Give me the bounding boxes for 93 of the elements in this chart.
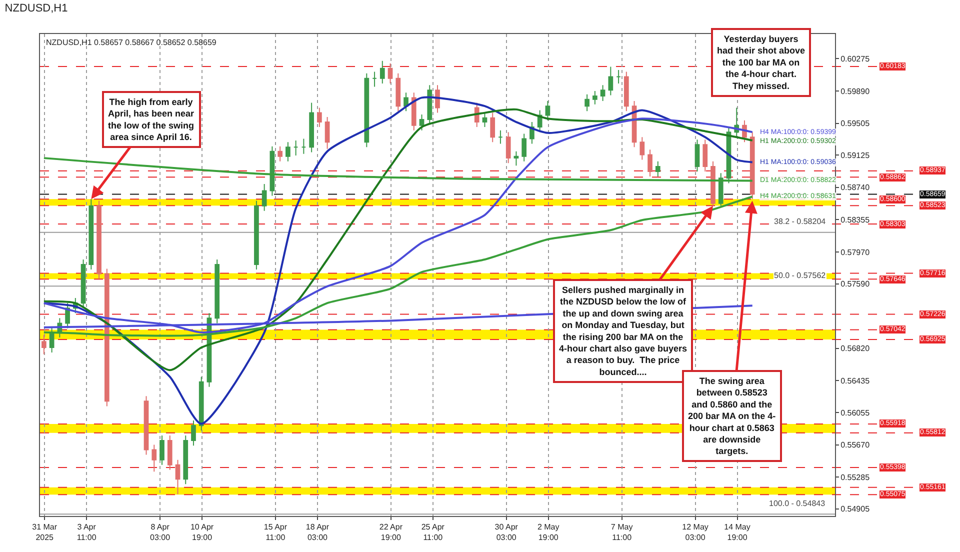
- candlestick: [427, 84, 432, 126]
- candlestick: [317, 107, 322, 128]
- annotation: The high from early April, has been near the low of the swing area since April 16.: [108, 97, 195, 142]
- candlestick: [419, 114, 424, 131]
- candlestick: [522, 133, 527, 162]
- x-tick-label: 3 Apr 11:00: [76, 522, 97, 542]
- y-tick-label: 0.59890: [840, 86, 870, 96]
- candlestick: [648, 149, 652, 177]
- candlestick: [104, 268, 110, 407]
- y-tick-label: 0.55285: [840, 472, 870, 482]
- annotation: Yesterday buyers had their shot above the 100 bar MA on the 4-hour chart. They missed.: [717, 34, 806, 91]
- candlestick: [254, 200, 259, 270]
- candlestick: [372, 71, 377, 88]
- annotation: 50.0 - 0.57562: [774, 271, 826, 280]
- candlestick: [144, 396, 149, 456]
- x-tick-label: 30 Apr 03:00: [494, 522, 518, 542]
- candlestick: [600, 84, 606, 102]
- candlestick: [262, 184, 267, 212]
- x-tick-label: 18 Apr 03:00: [306, 522, 330, 542]
- y-tick-label: 0.54905: [840, 504, 870, 514]
- candlestick: [293, 140, 298, 156]
- y-tick-label: 0.56435: [840, 376, 870, 386]
- y-tick-label: 0.57970: [840, 248, 870, 257]
- y-tick-label: 0.59125: [840, 150, 870, 160]
- candlestick: [167, 435, 172, 470]
- x-tick-label: 14 May 19:00: [724, 522, 750, 542]
- candlestick: [191, 420, 196, 446]
- candlestick: [309, 102, 314, 153]
- candlestick: [608, 66, 614, 96]
- candlestick: [514, 150, 519, 166]
- candlestick: [80, 258, 86, 309]
- candlestick: [718, 172, 724, 206]
- line-series: [42, 118, 754, 334]
- annotation: 38.2 - 0.58204: [774, 217, 826, 226]
- y-tick-label: 0.58355: [840, 215, 870, 224]
- candlestick: [324, 116, 330, 150]
- y-tick-label: 0.56055: [840, 408, 870, 418]
- candlestick: [655, 160, 660, 177]
- candlestick: [411, 92, 416, 131]
- candlestick: [175, 459, 180, 495]
- candlestick: [750, 132, 755, 200]
- candlestick: [278, 146, 282, 162]
- candlestick: [506, 132, 511, 164]
- candlestick: [183, 435, 188, 485]
- candlestick: [592, 90, 598, 105]
- candlestick: [364, 72, 370, 148]
- y-tick-label: 0.57590: [840, 280, 870, 289]
- annotation: 100.0 - 0.54843: [769, 499, 826, 508]
- candlestick: [160, 435, 164, 466]
- x-tick-label: 15 Apr 11:00: [264, 522, 288, 542]
- text: NZDUSD,H1 0.58657 0.58667 0.58652 0.58659: [46, 38, 217, 47]
- candlestick: [388, 62, 393, 84]
- candlestick: [584, 94, 590, 112]
- candlestick: [710, 160, 716, 206]
- x-tick-label: 2 May 19:00: [537, 522, 560, 542]
- candlestick: [152, 444, 157, 472]
- candlestick: [380, 60, 385, 84]
- candlestick: [198, 376, 204, 431]
- x-tick-label: 8 Apr 03:00: [150, 522, 171, 542]
- candlestick: [270, 146, 275, 196]
- x-tick-label: 25 Apr 11:00: [421, 522, 445, 542]
- y-tick-label: 0.58740: [840, 183, 870, 192]
- candlestick: [545, 100, 550, 121]
- x-tick-label: 12 May 03:00: [682, 522, 708, 542]
- candlestick: [42, 334, 46, 355]
- annotation: The swing area between 0.58523 and 0.5860 and the 200 bar MA on the 4- hour chart at 0.5863 are downside targets.: [688, 376, 776, 456]
- line-series: [42, 157, 754, 182]
- candlestick: [498, 130, 503, 144]
- y-tick-label: 0.56820: [840, 344, 870, 354]
- candlestick: [640, 136, 645, 160]
- candlestick: [490, 112, 496, 143]
- x-tick-label: 31 Mar 2025: [32, 522, 58, 542]
- candlestick: [616, 70, 621, 84]
- x-tick-label: 10 Apr 19:00: [190, 522, 214, 542]
- y-tick-label: 0.59505: [840, 119, 870, 128]
- candlestick: [396, 72, 401, 112]
- x-tick-label: 7 May 11:00: [610, 522, 633, 542]
- annotation: Sellers pushed marginally in the NZDUSD below the low of the up and down swing area on Monday and Tuesday, but the rising 200 bar MA on the 4-hour chart also gave buyers a reason to buy. The price bounced....: [559, 285, 688, 377]
- x-tick-label: 22 Apr 19:00: [379, 522, 403, 542]
- y-tick-label: 0.60275: [840, 54, 870, 64]
- chart-title: NZDUSD,H1: [4, 2, 68, 15]
- candlestick: [694, 139, 700, 172]
- candlestick: [214, 258, 220, 324]
- candlestick: [702, 139, 708, 172]
- candlestick: [286, 142, 290, 162]
- candlestick: [301, 138, 306, 154]
- candlestick: [624, 71, 629, 112]
- candlestick: [435, 84, 440, 114]
- candlestick: [482, 112, 488, 128]
- candlestick: [96, 200, 102, 280]
- candlestick: [88, 198, 94, 270]
- candlestick: [404, 92, 408, 112]
- y-tick-label: 0.55670: [840, 440, 870, 450]
